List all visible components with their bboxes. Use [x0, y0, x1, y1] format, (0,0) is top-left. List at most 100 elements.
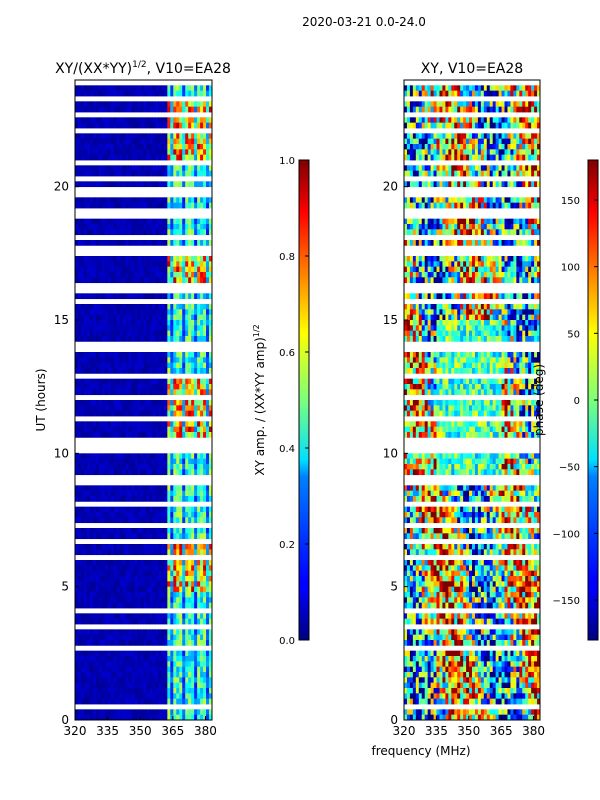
left-heatmap-cell — [92, 261, 97, 268]
left-heatmap-cell — [176, 517, 180, 524]
left-heatmap-cell — [176, 666, 180, 673]
left-heatmap-cell — [155, 320, 159, 326]
left-heatmap-cell — [89, 106, 94, 113]
left-heatmap-cell — [179, 426, 183, 433]
right-heatmap-cell — [409, 144, 414, 150]
left-heatmap-cell — [167, 218, 171, 225]
right-heatmap-cell — [406, 202, 411, 209]
left-heatmap-cell — [152, 650, 156, 657]
left-heatmap-cell — [203, 688, 207, 694]
left-heatmap-cell — [83, 421, 88, 428]
left-heatmap-cell — [131, 336, 135, 342]
right-heatmap-cell — [421, 224, 426, 230]
left-heatmap-cell — [104, 549, 109, 556]
left-heatmap-cell — [152, 229, 156, 236]
left-heatmap-cell — [137, 656, 141, 662]
left-heatmap-cell — [77, 224, 82, 230]
left-heatmap-cell — [200, 405, 204, 412]
right-heatmap-cell — [451, 101, 455, 108]
left-heatmap-cell — [75, 618, 79, 625]
left-heatmap-cell — [119, 586, 124, 593]
left-heatmap-cell — [200, 688, 204, 694]
left-heatmap-cell — [194, 405, 198, 412]
left-heatmap-cell — [134, 170, 138, 177]
left-heatmap-cell — [77, 688, 82, 694]
left-heatmap-cell — [197, 293, 201, 300]
left-heatmap-cell — [101, 613, 106, 620]
left-heatmap-cell — [92, 229, 97, 236]
left-heatmap-cell — [116, 618, 121, 625]
left-heatmap-cell — [119, 677, 124, 684]
left-heatmap-cell — [161, 352, 165, 358]
left-heatmap-cell — [155, 618, 159, 625]
left-heatmap-cell — [158, 618, 162, 625]
left-heatmap-cell — [182, 101, 186, 108]
right-heatmap-cell — [451, 202, 455, 209]
left-heatmap-cell — [75, 496, 79, 502]
right-heatmap-cell — [537, 144, 540, 150]
left-heatmap-cell — [164, 565, 168, 572]
left-heatmap-cell — [185, 629, 189, 636]
left-heatmap-cell — [101, 410, 106, 417]
left-heatmap-cell — [89, 640, 94, 646]
left-heatmap-cell — [80, 496, 85, 502]
left-heatmap-cell — [194, 586, 198, 593]
left-heatmap-cell — [137, 421, 141, 428]
left-heatmap-cell — [191, 597, 195, 604]
right-heatmap-cell — [486, 154, 491, 161]
left-heatmap-cell — [113, 133, 118, 140]
right-heatmap-cell — [451, 165, 455, 172]
left-heatmap-cell — [98, 586, 103, 593]
left-heatmap-cell — [176, 576, 180, 582]
left-heatmap-cell — [92, 560, 97, 566]
left-heatmap-cell — [143, 618, 147, 625]
left-heatmap-cell — [155, 426, 159, 433]
left-heatmap-cell — [95, 85, 100, 92]
left-heatmap-cell — [101, 378, 106, 385]
left-heatmap-cell — [107, 602, 112, 609]
left-heatmap-cell — [146, 640, 150, 646]
left-heatmap-cell — [170, 154, 174, 161]
left-heatmap-cell — [110, 533, 115, 540]
left-heatmap-cell — [188, 469, 192, 476]
left-heatmap-cell — [86, 528, 91, 534]
left-heatmap-cell — [179, 368, 183, 374]
left-heatmap-cell — [125, 138, 130, 145]
left-heatmap-cell — [158, 661, 162, 668]
left-heatmap-cell — [137, 181, 141, 188]
left-heatmap-cell — [92, 549, 97, 556]
left-heatmap-cell — [107, 261, 112, 268]
left-heatmap-cell — [182, 256, 186, 262]
left-heatmap-cell — [200, 592, 204, 598]
right-heatmap-cell — [477, 101, 482, 108]
left-heatmap-cell — [101, 666, 106, 673]
left-heatmap-cell — [140, 709, 144, 716]
right-heatmap-cell — [498, 240, 502, 246]
left-heatmap-cell — [209, 560, 212, 566]
left-heatmap-cell — [128, 218, 132, 225]
left-heatmap-cell — [194, 410, 198, 417]
left-heatmap-cell — [137, 197, 141, 204]
left-heatmap-cell — [107, 698, 112, 705]
right-heatmap-cell — [412, 85, 417, 92]
left-heatmap-cell — [125, 650, 130, 657]
left-heatmap-cell — [149, 565, 153, 572]
left-heatmap-cell — [182, 464, 186, 470]
right-heatmap-cell — [427, 117, 432, 124]
left-heatmap-cell — [161, 240, 165, 246]
right-heatmap-cell — [418, 122, 423, 129]
left-heatmap-cell — [194, 165, 198, 172]
left-heatmap-cell — [152, 426, 156, 433]
right-heatmap-cell — [486, 229, 491, 236]
left-heatmap-cell — [116, 389, 121, 396]
left-heatmap-cell — [194, 106, 198, 113]
right-heatmap-cell — [439, 197, 443, 204]
left-heatmap-cell — [125, 368, 130, 374]
right-heatmap-cell — [406, 133, 411, 140]
left-heatmap-cell — [116, 357, 121, 364]
right-heatmap-cell — [409, 218, 414, 225]
left-heatmap-cell — [185, 101, 189, 108]
right-heatmap-cell — [480, 101, 485, 108]
left-heatmap-cell — [83, 453, 88, 460]
left-heatmap-cell — [209, 277, 212, 284]
